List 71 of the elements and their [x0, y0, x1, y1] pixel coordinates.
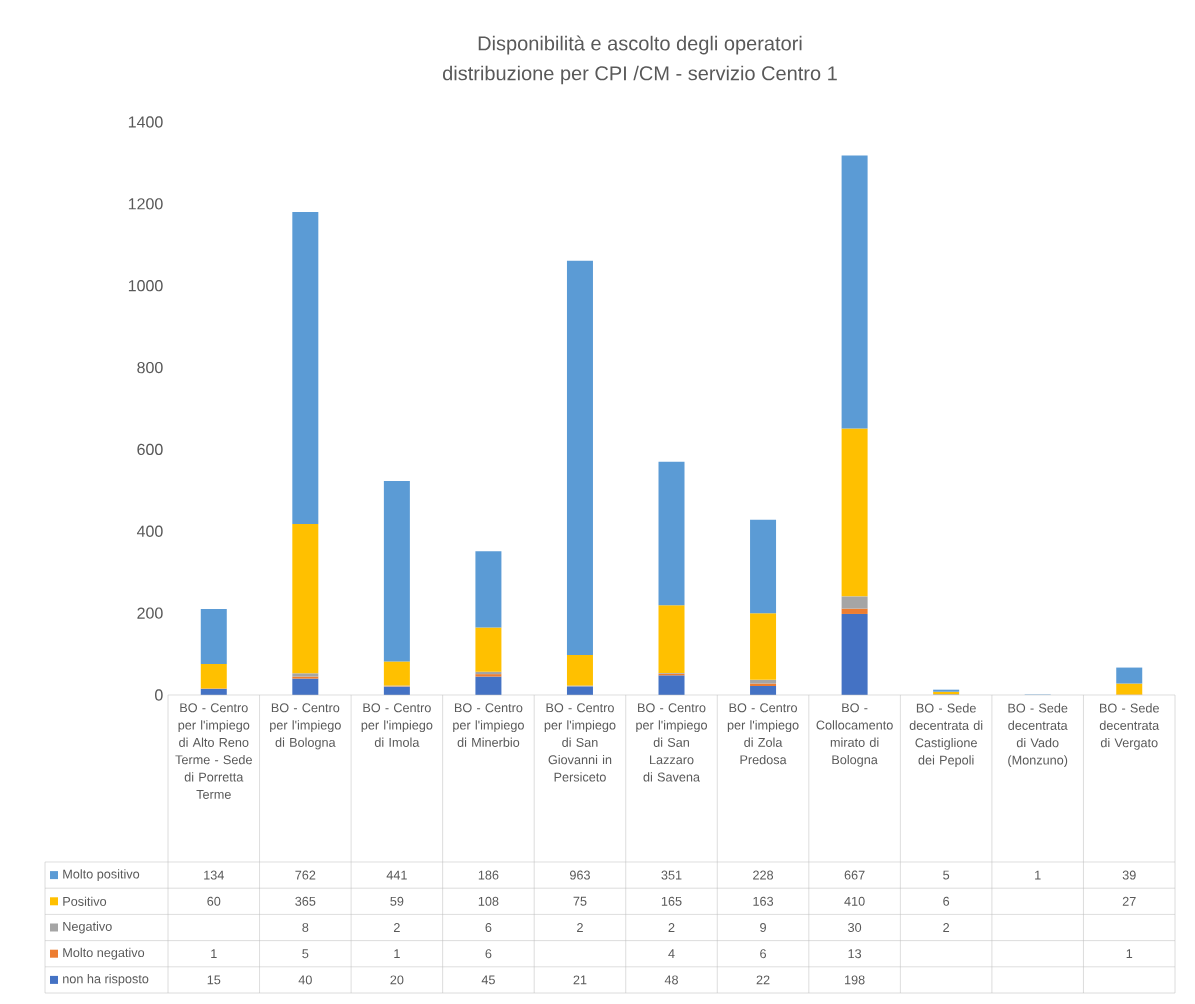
data-label: 75 [573, 896, 587, 906]
y-tick-label: 200 [137, 607, 163, 619]
y-tick-label: 1000 [128, 280, 163, 292]
data-label: 6 [760, 949, 767, 959]
data-label: 13 [848, 949, 862, 959]
data-label: 963 [569, 870, 590, 880]
data-label: 108 [478, 896, 499, 906]
data-label: 351 [661, 870, 682, 880]
data-label: 8 [302, 923, 309, 932]
data-label: 134 [204, 870, 224, 880]
data-label: 15 [207, 975, 221, 985]
data-label: 60 [207, 896, 221, 906]
data-label: 198 [844, 975, 865, 985]
y-tick-label: 0 [155, 689, 163, 701]
data-label: 4 [668, 949, 675, 959]
data-label: 1 [1035, 870, 1041, 880]
x-tick-label: BO - Centro per l'impiego di Alto Reno Terme - Sede di Porretta Terme [175, 703, 252, 799]
data-label: 410 [844, 896, 865, 906]
x-tick-label: BO - Centro per l'impiego di Imola [361, 703, 433, 747]
y-tick-label: 1400 [128, 116, 163, 128]
data-label: 163 [753, 896, 774, 906]
x-tick-label: BO - Centro per l'impiego di San Giovanni in Persiceto [544, 703, 616, 782]
data-label: 48 [664, 975, 678, 985]
data-label: 2 [943, 923, 950, 932]
legend-label: non ha risposto [63, 973, 149, 986]
data-label: 1 [1126, 949, 1133, 959]
data-label: 30 [848, 923, 862, 932]
legend-label: Negativo [63, 921, 112, 934]
x-tick-label: BO - Sede decentrata di Vergato [1099, 703, 1160, 750]
data-label: 6 [943, 896, 950, 906]
data-label: 1 [211, 949, 217, 959]
y-tick-label: 400 [136, 525, 163, 537]
data-label: 6 [485, 949, 492, 959]
data-label: 441 [386, 870, 407, 880]
data-label: 762 [295, 870, 316, 880]
y-tick-label: 800 [137, 361, 163, 374]
data-label: 9 [760, 923, 766, 932]
legend-label: Molto positivo [63, 869, 140, 882]
x-tick-label: BO - Centro per l'impiego di San Lazzaro di Savena [636, 703, 708, 782]
data-label: 5 [943, 870, 950, 880]
x-tick-label: BO - Centro per l'impiego di Minerbio [453, 703, 524, 747]
data-label: 165 [661, 896, 682, 906]
x-tick-label: BO - Centro per l'impiego di Zola Predosa [727, 703, 799, 765]
x-tick-label: BO - Centro per l'impiego di Bologna [270, 703, 341, 750]
data-label: 45 [481, 975, 495, 985]
data-label: 40 [298, 975, 312, 985]
data-label: 228 [753, 870, 774, 880]
data-label: 2 [668, 923, 675, 932]
x-tick-label: BO - Collocamento mirato di Bologna [816, 703, 893, 767]
data-label: 2 [393, 923, 400, 932]
y-tick-label: 1200 [128, 198, 163, 210]
x-tick-label: BO - Sede decentrata di Castiglione dei Pepoli [909, 703, 983, 768]
chart-title: Disponibilità e ascolto degli operatori [478, 35, 802, 55]
data-label: 39 [1122, 870, 1136, 880]
legend-label: Positivo [63, 896, 107, 906]
data-label: 22 [756, 975, 770, 985]
data-label: 59 [390, 896, 404, 906]
data-label: 2 [577, 923, 583, 932]
data-label: 21 [573, 975, 587, 985]
data-label: 186 [478, 870, 499, 880]
y-tick-label: 600 [137, 443, 163, 456]
chart-subtitle: distribuzione per CPI /CM - servizio Centro 1 [443, 65, 837, 85]
data-label: 1 [394, 949, 400, 959]
data-label: 6 [485, 923, 492, 932]
data-label: 5 [302, 949, 309, 959]
data-label: 365 [295, 896, 316, 906]
x-tick-label: BO - Sede decentrata di Vado (Monzuno) [1008, 703, 1068, 768]
legend-label: Molto negativo [63, 947, 145, 960]
data-label: 667 [844, 870, 865, 880]
data-label: 27 [1122, 896, 1136, 906]
data-label: 20 [390, 975, 404, 985]
